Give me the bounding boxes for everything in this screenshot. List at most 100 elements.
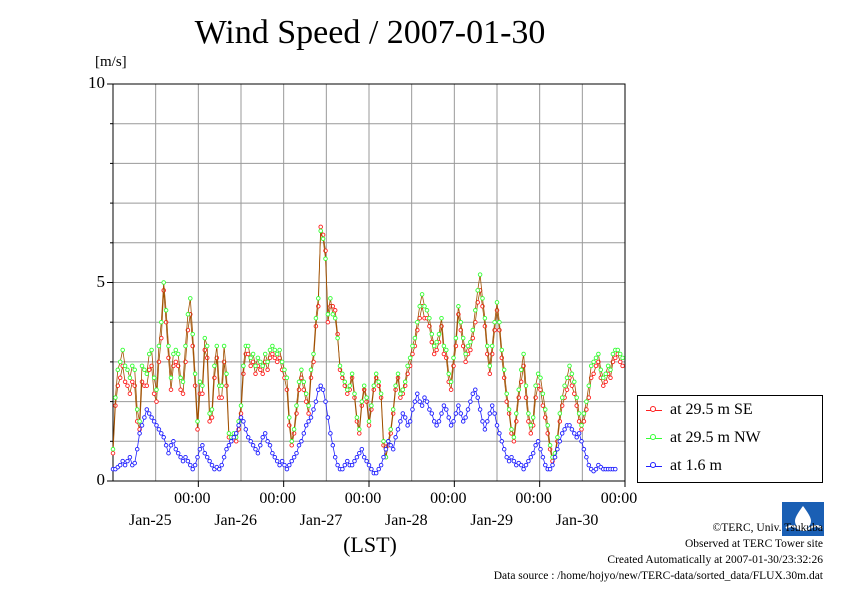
credit-observed: Observed at TERC Tower site [684,538,823,550]
series-2-point [274,458,280,464]
series-0-point [202,347,208,353]
series-2-point [289,458,294,464]
series-2-point [159,431,164,436]
series-1-point [308,367,314,373]
series-1-point [547,443,553,448]
series-1-point [393,383,398,388]
series-1-point [122,363,128,369]
series-1-point [303,391,309,396]
series-2-point [446,415,451,420]
series-1-point [511,435,517,440]
chart-title: Wind Speed / 2007-01-30 [194,14,546,51]
series-1-point [405,363,410,369]
series-2-point [217,466,222,472]
credit-created: Created Automatically at 2007-01-30/23:3… [607,554,823,566]
series-1-point [171,351,176,357]
series-2-point [200,443,205,448]
series-0-point [173,359,179,365]
series-1-point [555,435,560,440]
y-tick-label: 5 [96,271,106,291]
series-2-point [250,443,256,448]
series-2-point [139,423,145,428]
y-axis-unit-label: [m/s] [95,54,127,70]
series-2-point [359,446,365,452]
series-2-point [441,403,447,408]
series-2-point [352,458,357,464]
series-1-point [313,315,319,321]
series-1-point [349,371,355,377]
series-0-point [345,391,350,396]
series-2-point [436,419,442,424]
series-1-point [402,379,408,385]
series-2-point [499,439,505,444]
series-1-point [422,304,427,309]
x-tick-date-label: Jan-26 [214,512,257,529]
credit-source: Data source : /home/hojyo/new/TERC-data/… [493,570,823,582]
series-2-point [369,466,374,472]
legend-item-low: at 1.6 m [638,456,822,478]
series-2-point [579,439,584,444]
series-0-point [260,371,265,377]
series-2-point [178,454,183,460]
series-1-point [318,228,323,234]
series-0-point [144,383,150,388]
series-1-point [610,351,616,357]
series-0-point [212,375,217,381]
series-2-point [318,383,323,388]
series-2-point [482,427,488,432]
series-1-point [274,351,280,357]
series-1-point [417,304,422,309]
series-1-point [463,351,468,357]
legend-label-se: at 29.5 m SE [670,401,753,418]
series-2-point [562,427,567,432]
series-1-point [574,395,579,400]
series-0-point [569,383,575,388]
series-1-point [579,423,584,428]
series-1-point [294,403,299,408]
series-0-point [265,367,270,373]
series-1-point [163,308,169,313]
series-2-point [308,415,314,420]
series-2-point [412,399,418,404]
series-2-point [523,462,529,468]
series-1-point [178,375,183,381]
series-2-point [270,450,275,456]
series-1-point [287,415,292,420]
series-0-point [209,415,215,420]
series-0-point [608,375,613,381]
series-1-point [581,411,587,416]
series-1-point [376,379,381,385]
series-2-point [407,419,413,424]
series-1-point [197,379,203,385]
series-1-point [458,319,464,325]
series-1-point [267,347,273,353]
series-1-point [451,355,456,361]
series-2-point [282,462,287,468]
series-2-point [572,431,577,436]
series-2-point [154,423,159,428]
series-2-point [477,407,483,412]
series-1-point [398,391,403,396]
series-2-point [480,419,485,424]
series-2-point [173,446,179,452]
series-0-point [497,327,502,333]
series-2-point [202,450,208,456]
series-1-point [514,411,519,416]
series-2-point [521,466,526,472]
x-tick-time-label: 00:00 [600,490,638,507]
series-2-point [361,454,367,460]
series-2-point [357,450,362,456]
series-1-point [569,371,575,377]
series-2-point [127,454,133,460]
series-0-point [219,395,224,400]
series-2-point [248,439,253,444]
series-2-point [398,419,403,424]
series-2-point [306,419,311,424]
series-1-point [337,363,343,369]
series-0-point [325,319,331,325]
series-1-point [219,383,224,388]
series-2-point [231,435,237,440]
series-2-point [366,462,372,468]
series-1-point [456,304,461,309]
series-2-point [272,454,278,460]
